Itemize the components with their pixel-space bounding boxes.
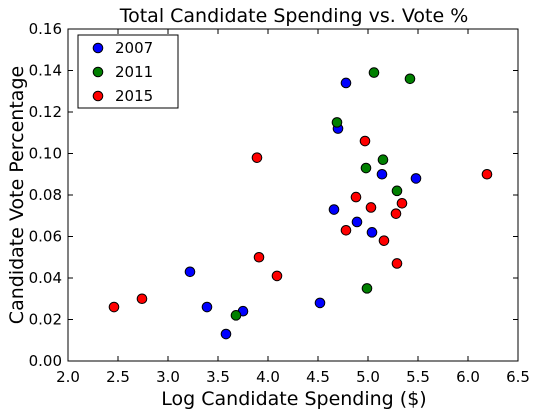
y-tick-label: 0.04 — [29, 269, 62, 287]
data-point-2011 — [230, 310, 242, 321]
data-point-2015 — [350, 191, 362, 203]
plot-area: 2.0 2.5 3.0 3.5 4.0 4.5 5.0 5.5 6.0 6.5 0.00 0.02 0.… — [29, 20, 530, 386]
legend-marker-2007 — [92, 42, 104, 54]
data-point-2015 — [251, 152, 263, 163]
legend: 2007 2011 2015 — [77, 34, 179, 109]
legend-label-2011: 2011 — [115, 63, 153, 81]
y-axis-label: Candidate Vote Percentage — [6, 66, 28, 324]
data-point-2015 — [108, 301, 120, 313]
data-point-2011 — [377, 154, 389, 166]
y-tick-label: 0.16 — [29, 20, 62, 38]
x-axis-label: Log Candidate Spending ($) — [161, 388, 426, 410]
data-point-2007 — [376, 168, 388, 180]
x-tick-label: 6.0 — [456, 368, 480, 386]
x-tick-label: 3.5 — [206, 368, 230, 386]
data-point-2007 — [184, 266, 196, 278]
data-point-2007 — [351, 216, 363, 228]
data-point-2015 — [136, 293, 148, 305]
data-point-2015 — [340, 224, 352, 236]
data-point-2015 — [390, 208, 402, 219]
data-point-2007 — [314, 297, 326, 309]
y-tick-label: 0.00 — [29, 352, 62, 370]
data-point-2015 — [365, 202, 377, 213]
data-point-2007 — [340, 77, 352, 89]
legend-marker-2015 — [92, 90, 104, 102]
y-tick-label: 0.14 — [29, 62, 62, 80]
data-point-2015 — [396, 198, 408, 209]
data-point-2015 — [271, 270, 283, 282]
chart-title: Total Candidate Spending vs. Vote % — [119, 5, 469, 27]
data-point-2007 — [201, 301, 213, 313]
x-tick-label: 2.0 — [56, 368, 80, 386]
data-point-2015 — [253, 251, 265, 263]
legend-marker-2011 — [92, 66, 104, 78]
x-tick-label: 5.0 — [356, 368, 380, 386]
data-point-2011 — [391, 185, 403, 197]
x-tick-label: 6.5 — [506, 368, 530, 386]
data-point-2011 — [404, 73, 416, 85]
x-tick-label: 3.0 — [156, 368, 180, 386]
x-tick-label: 5.5 — [406, 368, 430, 386]
y-tick-label: 0.08 — [29, 186, 62, 204]
x-tick-label: 4.5 — [306, 368, 330, 386]
data-point-2011 — [331, 117, 343, 128]
legend-label-2007: 2007 — [115, 39, 153, 57]
data-point-2015 — [359, 135, 371, 147]
legend-label-2015: 2015 — [115, 87, 153, 105]
x-tick-label: 2.5 — [106, 368, 130, 386]
data-point-2011 — [360, 162, 372, 174]
y-tick-label: 0.06 — [29, 228, 62, 246]
data-point-2007 — [328, 204, 340, 215]
data-point-2007 — [220, 328, 232, 340]
y-tick-label: 0.12 — [29, 103, 62, 121]
data-point-2007 — [366, 227, 378, 238]
data-point-2015 — [391, 258, 403, 269]
y-tick-label: 0.02 — [29, 311, 62, 329]
data-point-2015 — [378, 235, 390, 246]
x-tick-label: 4.0 — [256, 368, 280, 386]
data-point-2015 — [481, 168, 493, 180]
data-point-2011 — [361, 283, 373, 294]
data-point-2011 — [368, 67, 380, 78]
y-tick-label: 0.10 — [29, 145, 62, 163]
data-point-2007 — [410, 173, 422, 184]
